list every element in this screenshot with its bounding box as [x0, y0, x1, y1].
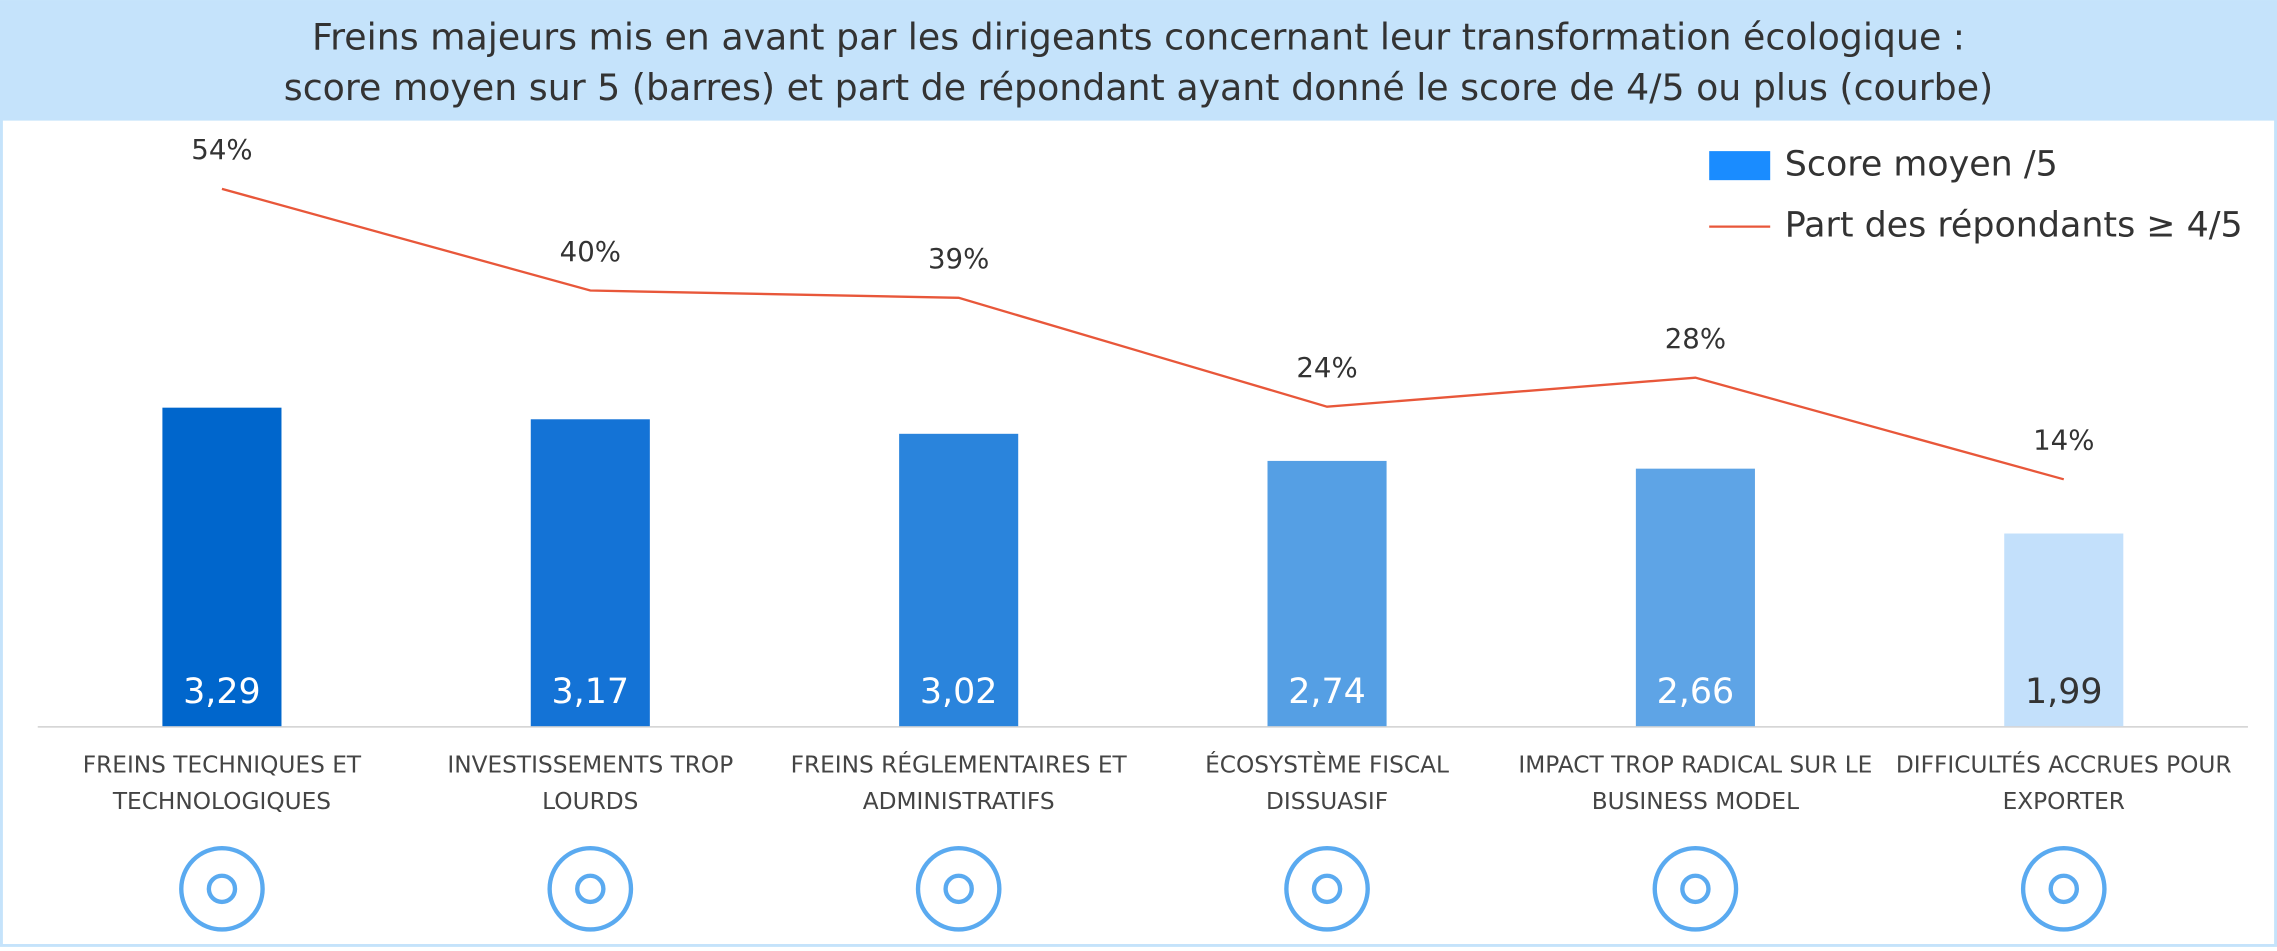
icon-circle — [2020, 845, 2107, 932]
bar — [899, 433, 1019, 727]
legend-label: Part des répondants ≥ 4/5 — [1785, 206, 2243, 246]
x-tick-label: FREINS RÉGLEMENTAIRES ET ADMINISTRATIFS — [790, 750, 1127, 815]
icon-circle — [915, 845, 1002, 932]
icon-dot — [206, 873, 238, 905]
icon-circle — [179, 845, 265, 932]
bar-value-label: 3,02 — [920, 672, 998, 712]
icon-dot — [2048, 873, 2080, 905]
bar — [1267, 460, 1387, 727]
bar-value-label: 2,66 — [1657, 672, 1735, 712]
x-label-box: FREINS RÉGLEMENTAIRES ET ADMINISTRATIFS — [790, 750, 1127, 815]
x-label-box: INVESTISSEMENTS TROP LOURDS — [447, 750, 734, 815]
x-label-box: ÉCOSYSTÈME FISCAL DISSUASIF — [1205, 750, 1449, 815]
icon-dot — [1680, 873, 1711, 905]
icon-circle — [1652, 845, 1739, 932]
x-label-box: DIFFICULTÉS ACCRUES POUR EXPORTER — [1895, 750, 2232, 815]
category-icon — [915, 845, 1002, 932]
x-tick-label: INVESTISSEMENTS TROP LOURDS — [447, 750, 734, 815]
category-icon — [547, 845, 634, 932]
bar-value-label: 2,74 — [1288, 672, 1366, 712]
title-band — [0, 0, 2277, 121]
chart-title: score moyen sur 5 (barres) et part de ré… — [284, 66, 1993, 109]
category-icon — [179, 845, 265, 932]
bar — [1635, 468, 1755, 727]
icon-dot — [575, 873, 606, 905]
icon-circle — [1284, 845, 1370, 932]
category-icon — [2020, 845, 2107, 932]
icon-circle — [547, 845, 634, 932]
line-value-label: 39% — [928, 242, 989, 275]
bar — [530, 419, 650, 727]
x-tick-label: ÉCOSYSTÈME FISCAL DISSUASIF — [1205, 750, 1449, 815]
line-value-label: 54% — [191, 133, 252, 166]
icon-dot — [943, 873, 974, 905]
bar-value-label: 1,99 — [2025, 672, 2103, 712]
line-value-label: 40% — [560, 235, 621, 268]
line-value-label: 28% — [1665, 322, 1726, 355]
line — [221, 187, 2065, 481]
x-label-box: IMPACT TROP RADICAL SUR LE BUSINESS MODE… — [1518, 750, 1873, 815]
legend-label: Score moyen /5 — [1785, 145, 2058, 185]
line-value-label: 14% — [2033, 424, 2094, 457]
line-value-label: 24% — [1296, 351, 1357, 384]
legend-swatch — [1709, 151, 1771, 181]
icon-dot — [1311, 873, 1343, 905]
x-label-box: FREINS TECHNIQUES ET TECHNOLOGIQUES — [82, 750, 362, 815]
x-tick-label: DIFFICULTÉS ACCRUES POUR EXPORTER — [1895, 750, 2232, 815]
bar-value-label: 3,29 — [183, 672, 261, 712]
category-icon — [1652, 845, 1739, 932]
bar — [162, 407, 282, 727]
bar — [2004, 533, 2124, 727]
bar-value-label: 3,17 — [552, 672, 630, 712]
category-icon — [1284, 845, 1370, 932]
x-tick-label: FREINS TECHNIQUES ET TECHNOLOGIQUES — [82, 750, 362, 815]
x-tick-label: IMPACT TROP RADICAL SUR LE BUSINESS MODE… — [1518, 750, 1873, 815]
chart-title: Freins majeurs mis en avant par les diri… — [312, 15, 1965, 58]
